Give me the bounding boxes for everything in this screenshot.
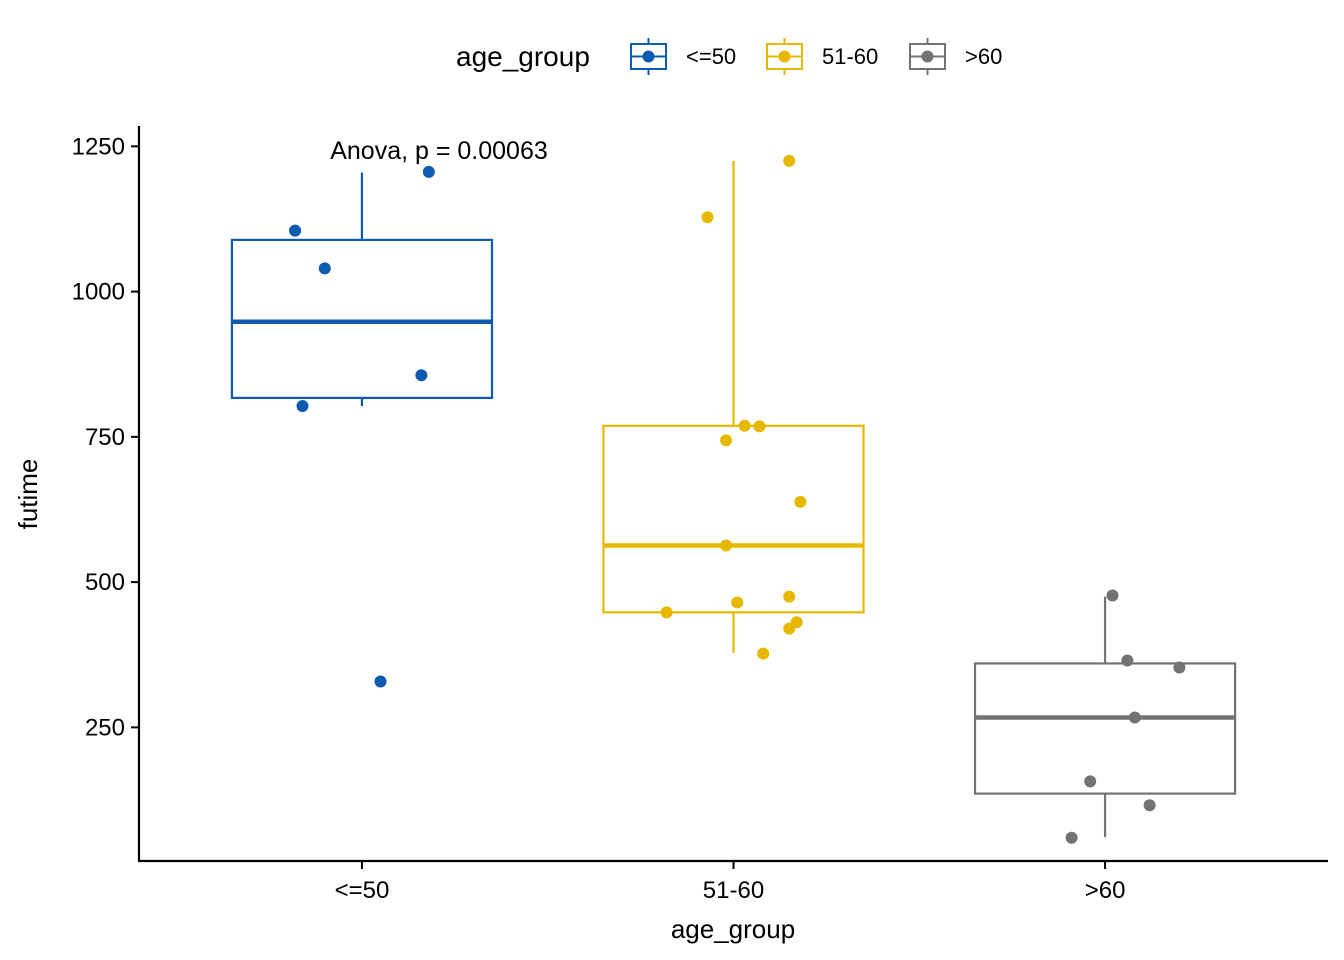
y-axis-title: futime [13,459,43,530]
data-point [731,596,744,609]
box-group [973,589,1237,844]
data-point [794,495,807,508]
iqr-box [973,662,1237,795]
data-point [783,154,796,167]
x-tick-label: <=50 [335,877,390,904]
data-point [720,539,733,552]
data-point [1065,831,1078,844]
y-tick-label: 1250 [72,133,125,160]
legend: age_group <=50 51-60 >60 [456,38,1002,75]
y-axis-ticks: 250 500 750 1000 1250 [72,133,139,741]
iqr-box [602,424,865,614]
legend-key-point [921,50,934,63]
data-point [289,224,302,237]
data-point [720,434,733,447]
data-point [660,606,673,619]
anova-annotation: Anova, p = 0.00063 [330,137,548,165]
legend-entry-label: <=50 [686,44,736,69]
legend-key [630,38,667,75]
data-point [701,211,714,224]
data-point [1106,589,1119,602]
data-point [415,369,428,382]
data-point [422,165,435,178]
data-point [1143,799,1156,812]
data-point [753,420,766,433]
x-tick-label: 51-60 [703,877,764,904]
legend-title: age_group [456,41,590,72]
data-point [296,400,309,413]
y-tick-label: 750 [85,424,125,451]
legend-key-point [642,50,655,63]
data-point [1128,711,1141,724]
legend-key [766,38,803,75]
data-point [783,590,796,603]
data-point [1121,654,1134,667]
y-tick-label: 1000 [72,279,125,306]
box-group [230,165,494,688]
data-point [1173,661,1186,674]
y-tick-label: 250 [85,714,125,741]
x-axis-ticks: <=50 51-60 >60 [335,861,1126,904]
data-point [757,647,770,660]
legend-entry-label: >60 [965,44,1002,69]
box-group [602,154,865,660]
y-tick-label: 500 [85,569,125,596]
data-point [374,675,387,688]
data-point [1084,775,1097,788]
data-point [318,262,331,275]
legend-entry-label: 51-60 [822,44,878,69]
data-point [783,622,796,635]
x-tick-label: >60 [1085,877,1126,904]
legend-key [909,38,946,75]
plot-area [230,154,1237,844]
x-axis-title: age_group [671,914,795,944]
legend-key-point [778,50,791,63]
iqr-box [230,238,494,400]
data-point [738,419,751,432]
